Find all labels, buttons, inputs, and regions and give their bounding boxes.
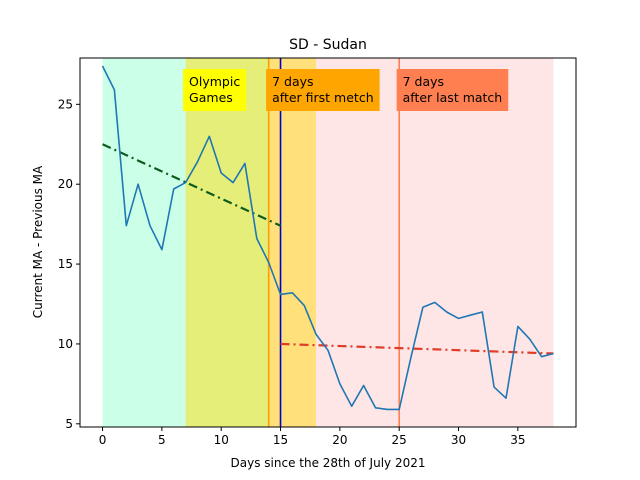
- x-tick-label: 25: [392, 433, 407, 447]
- y-tick-label: 25: [58, 97, 73, 111]
- y-tick-label: 10: [58, 337, 73, 351]
- x-tick-label: 15: [273, 433, 288, 447]
- annotation-text: 7 days: [272, 74, 313, 89]
- x-tick-label: 0: [99, 433, 107, 447]
- trend-line-0: [102, 143, 281, 227]
- x-tick-label: 20: [332, 433, 347, 447]
- chart-title: SD - Sudan: [289, 37, 367, 53]
- annotation-text: Games: [189, 90, 233, 105]
- trend-lines: [102, 143, 554, 355]
- annotation-text: after first metch: [272, 90, 374, 105]
- y-tick-label: 15: [58, 257, 73, 271]
- series-lines: [101, 65, 554, 411]
- y-axis-ticks: 5 10 15 20 25: [58, 97, 80, 431]
- series-line-0: [101, 65, 554, 411]
- plot-frame: [79, 57, 577, 428]
- y-axis-label: Current MA - Previous MA: [31, 165, 45, 318]
- x-axis-label: Days since the 28th of July 2021: [231, 456, 426, 470]
- band-0: [102, 58, 186, 427]
- x-tick-label: 30: [451, 433, 466, 447]
- y-tick-label: 5: [65, 417, 73, 431]
- band-1: [185, 58, 269, 427]
- x-tick-label: 10: [214, 433, 229, 447]
- annotation-text: after last match: [403, 90, 503, 105]
- annotation-box: [396, 69, 509, 111]
- x-tick-label: 5: [158, 433, 166, 447]
- background-bands: [102, 58, 554, 427]
- event-lines: [267, 58, 400, 427]
- trend-line-1: [280, 342, 554, 355]
- annotation-text: Olympic: [189, 74, 240, 89]
- annotation-box: [266, 69, 380, 111]
- annotation-text: 7 days: [403, 74, 444, 89]
- x-tick-label: 35: [510, 433, 525, 447]
- x-axis-ticks: 0 5 10 15 20 25 30 35: [99, 427, 525, 447]
- band-3: [316, 58, 554, 427]
- annotation-box: [183, 69, 247, 111]
- band-2: [268, 58, 317, 427]
- y-tick-label: 20: [58, 177, 73, 191]
